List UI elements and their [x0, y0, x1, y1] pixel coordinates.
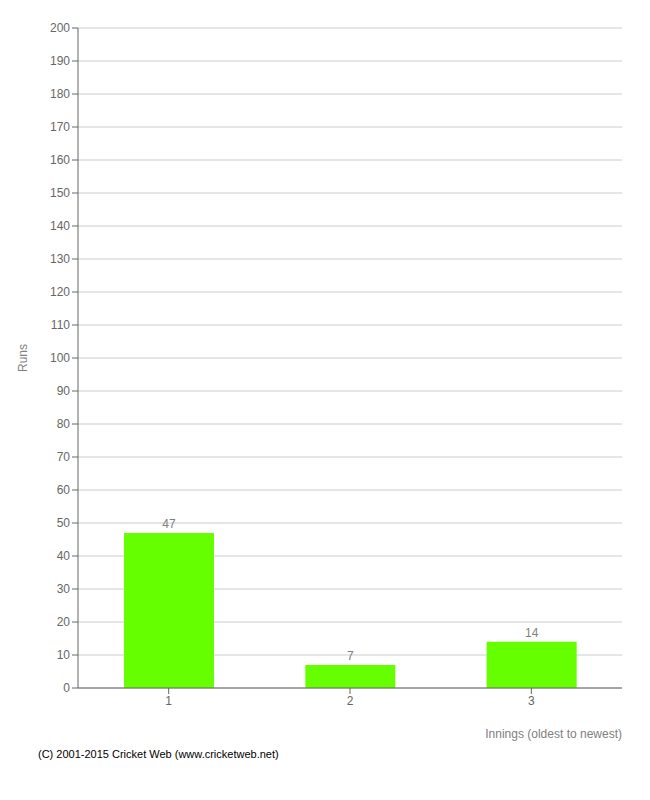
svg-text:Innings (oldest to newest): Innings (oldest to newest)	[485, 727, 622, 741]
svg-text:20: 20	[57, 615, 71, 629]
html-text:(C) 2001-2015 Cricket Web (www: (C) 2001-2015 Cricket Web (www.cricketwe…	[38, 748, 279, 760]
svg-text:160: 160	[50, 153, 70, 167]
svg-text:100: 100	[50, 351, 70, 365]
svg-text:110: 110	[51, 318, 70, 332]
svg-text:3: 3	[528, 694, 535, 708]
svg-text:47: 47	[162, 517, 176, 531]
svg-text:50: 50	[57, 516, 71, 530]
svg-text:140: 140	[50, 219, 70, 233]
svg-text:0: 0	[63, 681, 70, 695]
svg-text:10: 10	[57, 648, 71, 662]
svg-text:7: 7	[347, 649, 354, 663]
svg-text:190: 190	[50, 54, 70, 68]
svg-text:14: 14	[525, 626, 539, 640]
svg-text:200: 200	[50, 21, 70, 35]
svg-text:1: 1	[165, 694, 172, 708]
svg-text:120: 120	[50, 285, 70, 299]
svg-text:170: 170	[50, 120, 70, 134]
svg-text:Runs: Runs	[16, 344, 30, 372]
svg-text:2: 2	[347, 694, 354, 708]
svg-text:90: 90	[57, 384, 71, 398]
svg-text:30: 30	[57, 582, 71, 596]
svg-text:60: 60	[57, 483, 71, 497]
svg-text:40: 40	[57, 549, 71, 563]
svg-text:150: 150	[50, 186, 70, 200]
svg-text:130: 130	[50, 252, 70, 266]
svg-text:70: 70	[57, 450, 71, 464]
svg-text:80: 80	[57, 417, 71, 431]
svg-text:180: 180	[50, 87, 70, 101]
